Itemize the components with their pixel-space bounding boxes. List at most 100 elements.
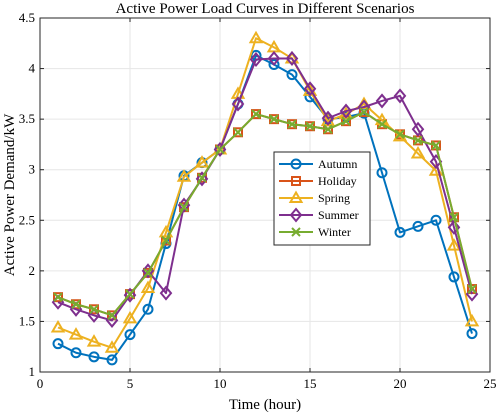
data-point-winter: [53, 292, 63, 302]
x-axis-label: Time (hour): [229, 397, 301, 413]
data-point-winter: [233, 127, 243, 137]
y-tick-label: 1.5: [19, 313, 35, 328]
data-point-autumn: [88, 351, 100, 363]
legend-item-winter: Winter: [279, 225, 351, 239]
y-tick-label: 2.5: [19, 212, 35, 227]
data-point-spring: [248, 30, 264, 44]
data-point-spring: [122, 310, 138, 324]
data-point-summer: [159, 285, 173, 301]
axis-ticks: 0 5 10 15 20 25 1 1.5 2 2.5 3 3.5 4 4.5: [19, 10, 497, 391]
data-point-winter: [287, 119, 297, 129]
data-point-winter: [179, 202, 189, 212]
series-line-summer: [57, 57, 473, 322]
data-point-winter: [269, 114, 279, 124]
legend-label-holiday: Holiday: [318, 174, 357, 188]
data-point-summer: [321, 110, 335, 126]
legend-label-autumn: Autumn: [318, 157, 357, 171]
data-point-autumn: [448, 271, 460, 283]
data-point-autumn: [286, 69, 298, 81]
data-point-holiday: [269, 114, 279, 125]
data-point-spring: [410, 146, 426, 159]
data-point-winter: [71, 299, 81, 309]
data-point-winter: [413, 135, 423, 146]
legend-marker-holiday: [291, 176, 301, 186]
legend-label-summer: Summer: [318, 208, 359, 222]
x-tick-label: 5: [127, 376, 134, 391]
plot-frame: [39, 17, 491, 373]
legend-marker-winter: [291, 227, 301, 237]
data-point-winter: [161, 235, 171, 246]
data-point-spring: [50, 320, 66, 333]
data-point-winter: [377, 119, 387, 129]
data-point-spring: [104, 340, 120, 353]
data-point-winter: [107, 310, 117, 321]
legend-item-summer: Summer: [279, 207, 359, 223]
data-point-winter: [431, 140, 441, 151]
x-tick-label: 25: [484, 376, 497, 391]
x-tick-label: 20: [394, 376, 407, 391]
data-point-autumn: [268, 59, 280, 71]
x-tick-label: 0: [37, 376, 44, 391]
data-point-summer: [267, 50, 281, 67]
x-tick-label: 15: [304, 376, 317, 391]
y-tick-label: 4.5: [19, 10, 35, 25]
data-point-summer: [285, 50, 299, 67]
data-point-spring: [158, 224, 174, 238]
series-group: [50, 30, 480, 366]
x-tick-label: 10: [214, 376, 227, 391]
data-point-spring: [212, 141, 228, 155]
data-point-autumn: [52, 338, 64, 350]
y-tick-label: 3.5: [19, 111, 35, 126]
legend-item-autumn: Autumn: [279, 157, 357, 171]
legend-item-spring: Spring: [279, 190, 350, 205]
data-point-spring: [194, 155, 210, 168]
data-point-winter: [341, 116, 351, 126]
data-point-spring: [176, 169, 192, 182]
legend-marker-summer: [289, 207, 303, 223]
data-point-summer: [231, 96, 245, 112]
data-point-winter: [197, 173, 207, 183]
data-point-winter: [89, 304, 99, 314]
legend: Autumn Holiday Spring Summer Winter: [273, 151, 371, 246]
data-point-winter: [467, 284, 477, 294]
data-point-winter: [449, 212, 459, 222]
data-point-winter: [359, 107, 369, 117]
data-point-summer: [375, 93, 389, 109]
data-point-summer: [303, 81, 317, 97]
data-point-holiday: [89, 304, 99, 315]
data-point-holiday: [251, 109, 261, 120]
data-point-winter: [305, 121, 315, 131]
series-winter: [53, 107, 477, 321]
legend-marker-autumn: [290, 158, 302, 170]
data-point-spring: [68, 327, 84, 340]
data-point-winter: [395, 129, 405, 140]
legend-label-spring: Spring: [318, 191, 350, 205]
legend-marker-spring: [288, 190, 304, 203]
data-point-winter: [125, 289, 135, 299]
data-point-autumn: [70, 347, 82, 359]
legend-item-holiday: Holiday: [279, 174, 357, 188]
data-point-autumn: [142, 303, 154, 315]
data-point-winter: [323, 124, 333, 134]
data-point-summer: [447, 219, 461, 235]
y-tick-label: 4: [29, 61, 36, 76]
data-point-summer: [393, 88, 407, 104]
y-tick-label: 3: [29, 162, 36, 177]
data-point-summer: [249, 51, 263, 68]
data-point-autumn: [124, 329, 136, 341]
data-point-holiday: [53, 292, 63, 303]
data-point-summer: [195, 171, 209, 187]
chart-title: Active Power Load Curves in Different Sc…: [116, 1, 415, 17]
data-point-holiday: [233, 127, 243, 138]
data-point-spring: [446, 238, 462, 251]
data-point-summer: [411, 121, 425, 137]
data-point-autumn: [466, 328, 478, 340]
legend-label-winter: Winter: [318, 225, 351, 239]
data-point-autumn: [376, 167, 388, 179]
y-tick-label: 2: [29, 263, 36, 278]
data-point-autumn: [394, 226, 406, 238]
data-point-autumn: [430, 214, 442, 226]
data-point-winter: [251, 109, 261, 119]
y-axis-label: Active Power Demand/kW: [2, 113, 18, 276]
